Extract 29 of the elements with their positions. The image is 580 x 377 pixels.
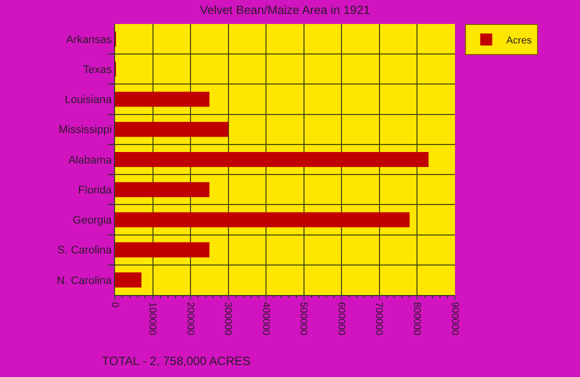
text: TOTAL - 2, 758,000 ACRES: [102, 354, 251, 368]
bar: [115, 92, 210, 107]
x-tick-label: 900000: [448, 302, 460, 336]
x-tick-label: 400000: [260, 302, 271, 336]
bar: [115, 212, 410, 228]
bar: [115, 242, 210, 258]
bar: [115, 122, 228, 137]
x-tick-label: 600000: [335, 302, 346, 336]
y-tick-label: Arkansas: [66, 34, 112, 46]
x-tick-label: 100000: [146, 302, 158, 336]
y-tick-label: Georgia: [72, 214, 113, 227]
x-tick-label: 300000: [222, 302, 234, 336]
y-tick-label: N. Carolina: [56, 274, 113, 287]
y-tick-label: S. Carolina: [57, 244, 113, 257]
y-tick-label: Louisiana: [64, 94, 113, 106]
x-tick-label: 700000: [373, 302, 384, 336]
x-tick-label: 0: [108, 302, 120, 308]
y-tick-label: Texas: [83, 64, 112, 76]
y-tick-label: Florida: [78, 184, 113, 196]
x-tick-label: 500000: [298, 302, 309, 336]
bar: [115, 152, 429, 168]
y-tick-label: Alabama: [68, 154, 113, 166]
x-tick-label: 800000: [410, 302, 422, 336]
legend-label: Acres: [506, 35, 532, 46]
bar: [115, 182, 210, 198]
chart-title: Velvet Bean/Maize Area in 1921: [200, 3, 370, 18]
bar: [115, 272, 142, 288]
y-tick-label: Mississippi: [58, 124, 112, 136]
x-tick-label: 200000: [184, 302, 196, 336]
